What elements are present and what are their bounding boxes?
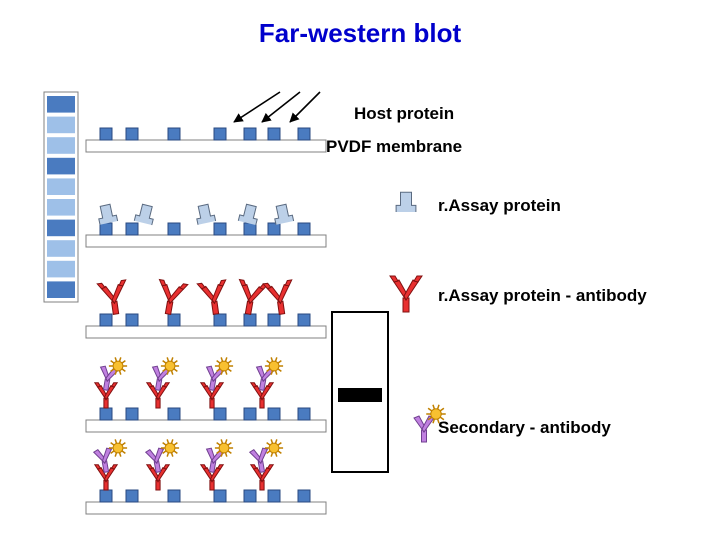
pvdf-membrane bbox=[86, 235, 326, 247]
host-protein bbox=[126, 128, 138, 140]
host-protein bbox=[214, 223, 226, 235]
assay-protein-icon bbox=[396, 192, 416, 212]
ladder-band bbox=[47, 158, 75, 175]
host-protein bbox=[268, 128, 280, 140]
host-protein bbox=[298, 128, 310, 140]
host-protein bbox=[168, 314, 180, 326]
ladder-band bbox=[47, 261, 75, 278]
ladder-band bbox=[47, 281, 75, 298]
hrp-sun-icon bbox=[265, 439, 283, 456]
host-protein bbox=[268, 223, 280, 235]
assay-protein-icon bbox=[272, 203, 293, 224]
host-protein bbox=[126, 314, 138, 326]
host-protein bbox=[244, 223, 256, 235]
host-protein bbox=[268, 408, 280, 420]
ladder-band bbox=[47, 220, 75, 237]
pvdf-membrane bbox=[86, 502, 326, 514]
ladder-band bbox=[47, 199, 75, 216]
host-protein bbox=[100, 128, 112, 140]
assay-protein-icon bbox=[238, 203, 260, 225]
pvdf-membrane bbox=[86, 420, 326, 432]
ladder-band bbox=[47, 96, 75, 113]
host-protein bbox=[298, 490, 310, 502]
ladder-band bbox=[47, 137, 75, 154]
host-protein bbox=[298, 408, 310, 420]
host-protein bbox=[100, 223, 112, 235]
assay-protein-icon bbox=[96, 203, 117, 224]
host-protein bbox=[168, 128, 180, 140]
host-protein bbox=[126, 490, 138, 502]
hrp-sun-icon bbox=[109, 439, 127, 456]
arrow bbox=[234, 92, 280, 122]
host-protein bbox=[214, 128, 226, 140]
host-protein bbox=[244, 314, 256, 326]
ladder-band bbox=[47, 178, 75, 195]
antibody-icon bbox=[390, 276, 422, 312]
blot-band bbox=[338, 388, 382, 402]
host-protein bbox=[168, 223, 180, 235]
secondary-antibody-icon bbox=[414, 416, 434, 442]
ladder-band bbox=[47, 117, 75, 134]
host-protein bbox=[298, 223, 310, 235]
ladder-band bbox=[47, 240, 75, 257]
host-protein bbox=[126, 408, 138, 420]
host-protein bbox=[214, 314, 226, 326]
host-protein bbox=[100, 314, 112, 326]
host-protein bbox=[214, 490, 226, 502]
host-protein bbox=[268, 314, 280, 326]
pvdf-membrane bbox=[86, 326, 326, 338]
host-protein bbox=[298, 314, 310, 326]
host-protein bbox=[244, 408, 256, 420]
assay-protein-icon bbox=[134, 203, 156, 225]
host-protein bbox=[244, 128, 256, 140]
host-protein bbox=[126, 223, 138, 235]
host-protein bbox=[268, 490, 280, 502]
host-protein bbox=[244, 490, 256, 502]
assay-protein-icon bbox=[194, 203, 215, 224]
host-protein bbox=[100, 490, 112, 502]
pvdf-membrane bbox=[86, 140, 326, 152]
hrp-sun-icon bbox=[161, 439, 179, 456]
host-protein bbox=[168, 490, 180, 502]
diagram-canvas bbox=[0, 0, 720, 540]
host-protein bbox=[214, 408, 226, 420]
host-protein bbox=[100, 408, 112, 420]
host-protein bbox=[168, 408, 180, 420]
